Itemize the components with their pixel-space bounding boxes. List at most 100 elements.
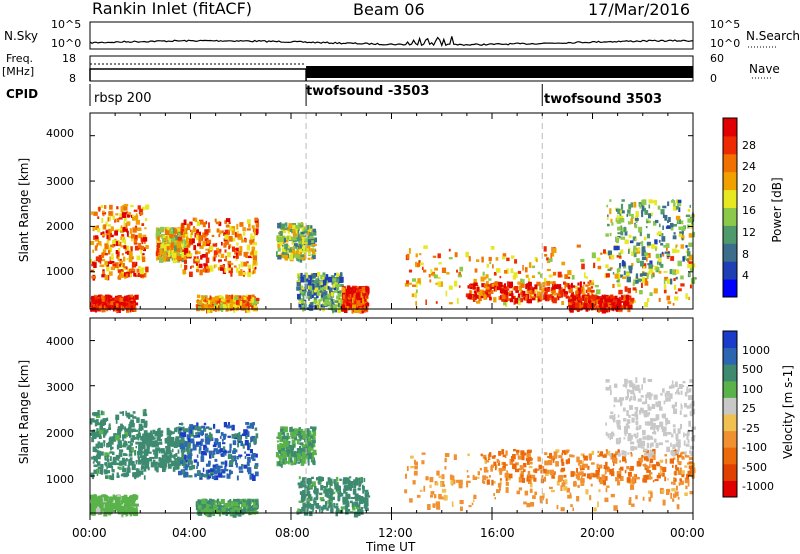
velocity-echo-cell [329,478,333,482]
power-echo-cell [468,285,474,287]
power-echo-cell [120,263,124,268]
power-echo-cell [293,250,296,255]
velocity-echo-cell [220,499,225,505]
velocity-echo-cell [121,457,125,462]
power-echo-cell [609,267,613,270]
power-echo-cell [623,270,626,276]
velocity-echo-cell [124,459,128,462]
power-echo-cell [561,288,565,292]
power-echo-cell [119,213,123,219]
velocity-echo-cell [108,437,113,442]
power-echo-cell [614,295,618,300]
power-echo-cell [300,254,305,258]
power-echo-cell [360,303,363,306]
power-echo-cell [156,248,160,253]
power-echo-cell [644,302,648,307]
power-echo-cell [642,246,646,253]
power-echo-cell [322,279,327,285]
velocity-echo-cell [341,507,344,513]
power-echo-cell [312,228,317,233]
velocity-echo-cell [252,502,258,508]
power-echo-cell [91,295,95,302]
power-echo-cell [666,246,668,251]
velocity-echo-cell [301,459,305,465]
power-echo-cell [673,202,676,207]
velocity-echo-cell [311,476,314,479]
velocity-echo-cell [106,458,110,462]
power-echo-cell [628,204,632,210]
power-echo-cell [482,271,485,276]
power-echo-cell [333,283,336,288]
velocity-echo-cell [179,428,182,431]
power-echo-cell [448,248,451,252]
velocity-echo-cell [138,428,142,431]
power-echo-cell [186,225,191,231]
velocity-echo-cell [143,425,148,428]
power-echo-cell [103,301,106,304]
velocity-echo-cell [99,428,104,435]
power-echo-cell [232,304,237,307]
velocity-echo-cell [129,497,132,501]
velocity-echo-cell [110,475,115,481]
power-echo-cell [108,271,113,276]
power-echo-cell [189,221,193,226]
velocity-echo-cell [91,456,94,460]
velocity-echo-cell [186,455,190,459]
power-echo-region [180,217,260,277]
power-echo-cell [231,246,236,252]
velocity-echo-cell [154,450,159,457]
power-echo-cell [448,257,453,260]
power-echo-cell [90,269,94,272]
velocity-echo-cell [309,485,312,489]
power-echo-cell [616,215,619,221]
velocity-echo-cell [337,495,340,502]
power-echo-cell [411,293,415,298]
power-echo-cell [528,290,533,295]
power-echo-cell [635,211,639,217]
velocity-echo-cell [241,433,247,437]
power-echo-cell [277,255,282,260]
power-echo-cell [589,280,592,283]
power-echo-cell [155,252,159,257]
velocity-echo-cell [299,431,302,436]
power-echo-cell [525,274,529,278]
power-echo-cell [135,219,140,225]
power-echo-cell [184,227,187,233]
power-echo-cell [344,307,348,313]
power-echo-cell [639,290,643,295]
velocity-echo-cell [112,469,115,473]
velocity-echo-cell [230,504,235,507]
power-echo-cell [299,300,302,304]
power-echo-cell [122,267,126,271]
velocity-echo-cell [96,468,99,474]
velocity-echo-cell [192,444,197,451]
power-echo-cell [348,306,350,310]
velocity-echo-cell [93,469,97,474]
velocity-echo-region [178,422,259,481]
power-echo-cell [587,293,590,296]
power-echo-cell [219,249,222,252]
velocity-echo-cell [254,465,258,469]
power-echo-cell [213,254,217,258]
velocity-echo-cell [132,472,137,478]
power-echo-cell [348,296,351,300]
power-echo-cell [213,302,217,307]
velocity-echo-cell [115,454,121,459]
power-echo-cell [296,286,301,291]
frequency-panel [89,55,772,82]
velocity-echo-cell [153,437,156,440]
power-echo-cell [298,248,302,254]
power-echo-cell [488,291,492,295]
velocity-echo-cell [301,432,304,436]
power-echo-cell [675,291,678,294]
velocity-echo-cell [178,439,181,444]
velocity-echo-cell [129,457,133,464]
power-echo-cell [176,242,181,248]
velocity-echo-cell [215,429,221,434]
power-echo-cell [594,305,597,311]
power-echo-cell [340,284,344,287]
power-echo-cell [428,274,431,278]
power-echo-cell [108,228,111,235]
power-echo-cell [131,301,134,306]
power-echo-cell [638,226,643,233]
